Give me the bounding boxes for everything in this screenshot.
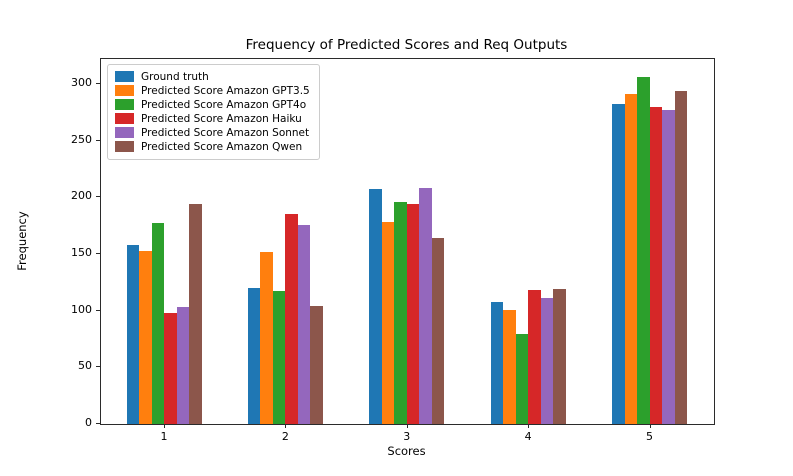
y-tick-mark [96, 366, 100, 368]
bar-predicted-score-amazon-gpt3-5-2 [260, 251, 273, 424]
bar-predicted-score-amazon-gpt4o-3 [394, 201, 407, 424]
bar-predicted-score-amazon-qwen-3 [431, 238, 445, 424]
legend-label: Ground truth [141, 70, 209, 83]
legend-item-predicted-score-amazon-sonnet: Predicted Score Amazon Sonnet [115, 127, 310, 140]
x-tick-label: 1 [160, 430, 168, 443]
bar-predicted-score-amazon-sonnet-2 [297, 224, 311, 424]
bar-predicted-score-amazon-qwen-2 [310, 306, 323, 424]
bar-predicted-score-amazon-gpt3-5-3 [381, 222, 395, 424]
bar-predicted-score-amazon-gpt3-5-4 [503, 309, 516, 424]
bar-predicted-score-amazon-sonnet-5 [662, 110, 675, 424]
bar-ground-truth-2 [247, 287, 261, 424]
bar-predicted-score-amazon-sonnet-4 [540, 298, 554, 424]
bar-predicted-score-amazon-sonnet-1 [176, 307, 189, 424]
legend-label: Predicted Score Amazon Haiku [141, 112, 302, 125]
x-tick-mark [285, 424, 287, 428]
y-tick-label: 200 [71, 189, 92, 203]
bar-predicted-score-amazon-sonnet-3 [419, 188, 432, 424]
bar-predicted-score-amazon-haiku-2 [285, 214, 298, 424]
legend-swatch-ground-truth-icon [115, 71, 134, 83]
legend-item-ground-truth: Ground truth [115, 71, 310, 84]
legend-item-predicted-score-amazon-gpt3-5: Predicted Score Amazon GPT3.5 [115, 85, 310, 98]
legend-swatch-predicted-score-amazon-gpt3-5-icon [115, 85, 134, 97]
bar-ground-truth-1 [126, 244, 139, 424]
bar-predicted-score-amazon-gpt4o-1 [151, 223, 164, 424]
x-tick-label: 5 [646, 430, 653, 443]
legend-swatch-predicted-score-amazon-gpt4o-icon [115, 99, 134, 111]
legend-swatch-predicted-score-amazon-haiku-icon [115, 113, 134, 125]
x-axis-label: Scores [387, 444, 426, 458]
bar-predicted-score-amazon-gpt3-5-1 [139, 250, 152, 424]
y-tick-label: 0 [85, 416, 92, 429]
y-tick-mark [96, 309, 100, 311]
y-tick-mark [96, 82, 100, 84]
y-tick-label: 300 [71, 75, 92, 89]
y-tick-mark [96, 252, 100, 254]
y-tick-label: 100 [71, 302, 92, 316]
legend-item-predicted-score-amazon-gpt4o: Predicted Score Amazon GPT4o [115, 99, 310, 112]
y-tick-mark [96, 423, 100, 424]
legend-swatch-predicted-score-amazon-qwen-icon [115, 141, 134, 153]
bar-predicted-score-amazon-haiku-1 [164, 312, 177, 424]
bar-predicted-score-amazon-gpt4o-2 [272, 291, 286, 424]
bar-predicted-score-amazon-gpt3-5-5 [624, 94, 637, 424]
plot-area [100, 58, 715, 425]
legend-swatch-predicted-score-amazon-sonnet-icon [115, 127, 134, 139]
chart-title: Frequency of Predicted Scores and Req Ou… [245, 37, 568, 53]
bar-predicted-score-amazon-haiku-5 [649, 106, 662, 424]
bar-predicted-score-amazon-qwen-5 [674, 90, 687, 424]
x-tick-mark [528, 424, 530, 428]
legend-label: Predicted Score Amazon GPT4o [141, 98, 307, 111]
y-tick-label: 150 [71, 245, 92, 259]
x-tick-label: 4 [524, 430, 532, 443]
bar-ground-truth-4 [490, 301, 504, 424]
y-axis-label: Frequency [15, 211, 29, 271]
y-tick-mark [96, 196, 100, 198]
y-tick-label: 50 [78, 359, 92, 373]
y-tick-mark [96, 139, 100, 141]
legend: Ground truth Predicted Score Amazon GPT3.… [107, 64, 320, 160]
bar-predicted-score-amazon-haiku-4 [528, 290, 541, 424]
x-tick-label: 2 [281, 430, 289, 443]
legend-label: Predicted Score Amazon Sonnet [141, 126, 310, 139]
legend-label: Predicted Score Amazon Qwen [141, 140, 303, 153]
x-tick-mark [164, 424, 165, 428]
bar-predicted-score-amazon-haiku-3 [406, 204, 420, 424]
y-tick-label: 250 [71, 132, 92, 146]
x-tick-mark [649, 424, 651, 428]
bar-ground-truth-3 [369, 189, 382, 424]
bar-predicted-score-amazon-qwen-4 [553, 289, 566, 424]
bar-predicted-score-amazon-gpt4o-4 [515, 334, 529, 424]
legend-label: Predicted Score Amazon GPT3.5 [141, 84, 310, 97]
x-tick-mark [406, 424, 408, 428]
legend-item-predicted-score-amazon-qwen: Predicted Score Amazon Qwen [115, 141, 310, 154]
bar-predicted-score-amazon-qwen-1 [189, 204, 202, 424]
x-tick-label: 3 [403, 430, 411, 443]
legend-item-predicted-score-amazon-haiku: Predicted Score Amazon Haiku [115, 113, 310, 126]
bar-predicted-score-amazon-gpt4o-5 [637, 77, 650, 424]
bar-ground-truth-5 [612, 104, 625, 424]
